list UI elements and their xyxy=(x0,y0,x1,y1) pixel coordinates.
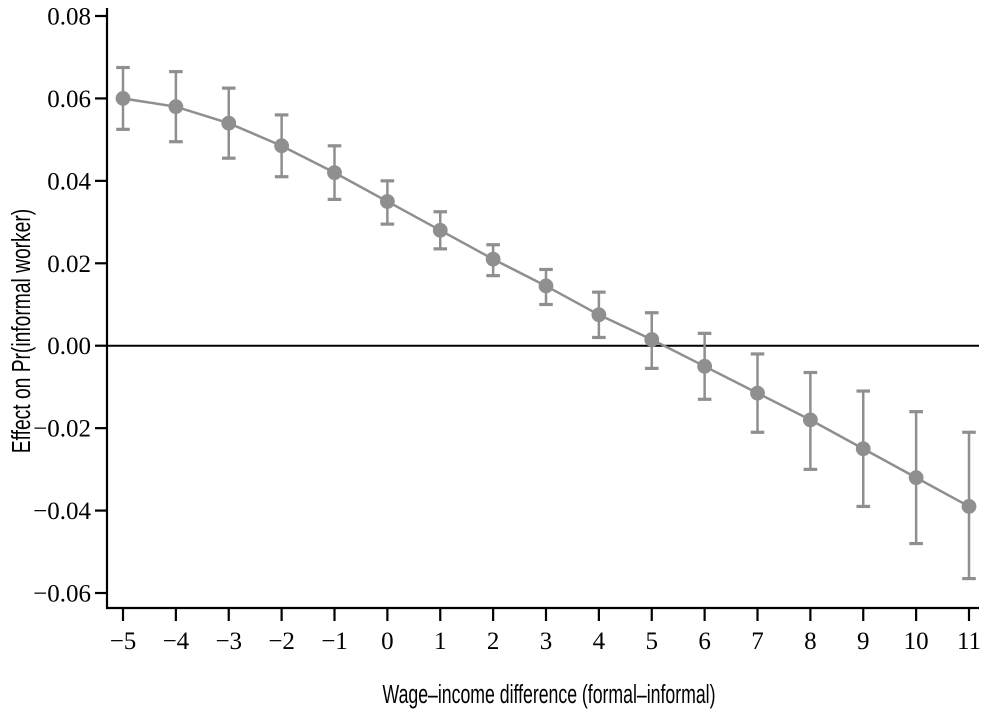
x-axis-title: Wage–income difference (formal–informal) xyxy=(383,680,716,709)
data-point-marker xyxy=(750,385,765,401)
x-tick-label: −5 xyxy=(110,628,137,655)
x-tick-label: 10 xyxy=(904,628,929,655)
x-tick-label: 7 xyxy=(751,628,764,655)
data-point-marker xyxy=(327,165,342,181)
x-tick-label: 9 xyxy=(857,628,870,655)
x-tick-label: 1 xyxy=(434,628,447,655)
x-tick-label: −1 xyxy=(321,628,348,655)
x-tick-label: −4 xyxy=(163,628,190,655)
data-point-marker xyxy=(697,358,713,374)
data-point-marker xyxy=(379,194,395,209)
data-point-marker xyxy=(855,441,871,457)
x-tick-label: 4 xyxy=(593,628,606,655)
x-tick-label: 2 xyxy=(487,628,500,655)
x-tick-label: 6 xyxy=(698,628,711,655)
y-tick-label: −0.02 xyxy=(33,416,91,443)
y-tick-label: 0.06 xyxy=(47,86,91,113)
y-tick-label: 0.08 xyxy=(47,4,91,31)
data-point-marker xyxy=(802,412,818,428)
x-tick-label: 3 xyxy=(540,628,553,655)
data-point-marker xyxy=(538,278,554,294)
data-point-marker xyxy=(221,115,237,131)
x-tick-label: 11 xyxy=(957,628,981,655)
data-point-marker xyxy=(274,138,290,154)
data-point-marker xyxy=(485,251,501,267)
data-point-marker xyxy=(961,499,977,514)
x-tick-label: −3 xyxy=(215,628,242,655)
x-tick-label: −2 xyxy=(268,628,295,655)
x-tick-label: 5 xyxy=(646,628,659,655)
data-point-marker xyxy=(591,307,607,323)
data-point-marker xyxy=(115,91,131,106)
y-tick-label: 0.02 xyxy=(47,251,91,278)
y-tick-label: −0.06 xyxy=(33,581,91,608)
data-point-marker xyxy=(644,332,660,347)
y-tick-label: −0.04 xyxy=(33,498,91,525)
x-tick-label: 0 xyxy=(381,628,394,655)
data-point-marker xyxy=(908,470,924,485)
y-tick-label: 0.04 xyxy=(47,168,91,195)
x-tick-label: 8 xyxy=(804,628,817,655)
data-point-marker xyxy=(432,222,448,238)
data-point-marker xyxy=(168,99,184,115)
y-tick-label: 0.00 xyxy=(47,333,91,360)
y-axis-title: Effect on Pr(informal worker) xyxy=(6,209,36,453)
